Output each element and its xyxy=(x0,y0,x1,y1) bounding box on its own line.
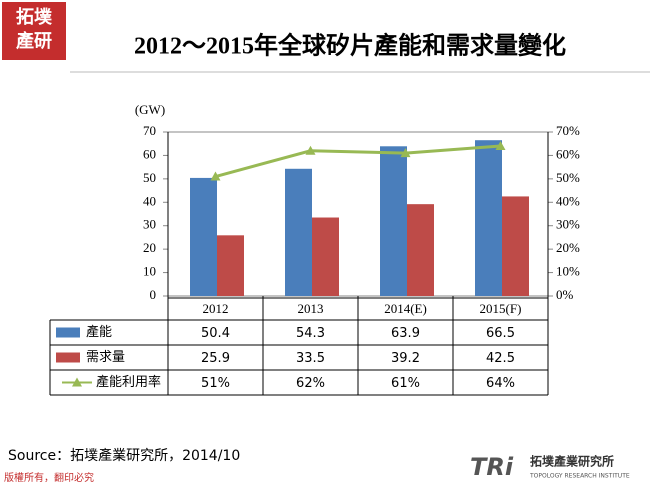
x-tick-label: 2013 xyxy=(298,301,324,316)
y2-tick-label: 50% xyxy=(556,170,580,185)
line-marker xyxy=(400,148,411,158)
bar xyxy=(475,140,502,296)
chart-title: 2012～2015年全球矽片產能和需求量變化 xyxy=(134,32,566,60)
y2-tick-label: 30% xyxy=(556,217,580,232)
logo-box xyxy=(2,2,66,60)
y2-tick-label: 20% xyxy=(556,240,580,255)
y-tick-label: 10 xyxy=(143,264,156,279)
brand-mark: TRi xyxy=(470,453,514,481)
y-tick-label: 50 xyxy=(143,170,156,185)
x-tick-label: 2015(F) xyxy=(480,301,522,316)
bar xyxy=(502,196,529,296)
table-value: 25.9 xyxy=(201,351,230,366)
footer: 版權所有，翻印必究 xyxy=(4,471,94,484)
y-tick-label: 20 xyxy=(143,240,156,255)
bar xyxy=(285,168,312,296)
table-value: 50.4 xyxy=(201,326,230,341)
legend-label: 產能利用率 xyxy=(96,374,161,390)
brand-english: TOPOLOGY RESEARCH INSTITUTE xyxy=(529,473,630,480)
table-value: 66.5 xyxy=(486,326,515,341)
line xyxy=(215,144,501,178)
line-marker xyxy=(495,141,506,151)
y-tick-label: 70 xyxy=(143,123,156,138)
y-tick-label: 0 xyxy=(150,287,157,302)
bar xyxy=(312,217,339,296)
y-axis-label: (GW) xyxy=(135,102,165,117)
legend-key xyxy=(72,377,82,387)
source: Source：拓墣產業研究所，2014/10 xyxy=(8,447,240,464)
table-value: 61% xyxy=(391,376,420,391)
table-value: 63.9 xyxy=(391,326,420,341)
line-marker xyxy=(210,171,221,181)
legend-label: 產能 xyxy=(86,324,112,340)
table-value: 64% xyxy=(486,376,515,391)
bar xyxy=(407,204,434,296)
y2-tick-label: 10% xyxy=(556,264,580,279)
y2-tick-label: 70% xyxy=(556,123,580,138)
bar xyxy=(217,235,244,296)
x-tick-label: 2014(E) xyxy=(384,301,427,316)
legend-label: 需求量 xyxy=(86,350,125,365)
legend-key xyxy=(56,352,80,363)
table-value: 39.2 xyxy=(391,351,420,366)
bar xyxy=(190,177,217,296)
table-value: 42.5 xyxy=(486,351,515,366)
logo-text: 產研 xyxy=(16,30,52,52)
y-tick-label: 60 xyxy=(143,146,156,161)
y2-tick-label: 60% xyxy=(556,146,580,161)
logo-text: 拓墣 xyxy=(16,6,52,28)
table-value: 33.5 xyxy=(296,351,325,366)
y2-tick-label: 40% xyxy=(556,193,580,208)
y-tick-label: 30 xyxy=(143,217,156,232)
table-value: 54.3 xyxy=(296,326,325,341)
y-tick-label: 40 xyxy=(143,193,156,208)
table-value: 62% xyxy=(296,376,325,391)
line-marker xyxy=(305,145,316,155)
y2-tick-label: 0% xyxy=(556,287,574,302)
brand-name: 拓墣產業研究所 xyxy=(530,454,614,469)
legend-key xyxy=(56,327,80,338)
x-tick-label: 2012 xyxy=(203,301,229,316)
table-value: 51% xyxy=(201,376,230,391)
bar xyxy=(380,146,407,296)
